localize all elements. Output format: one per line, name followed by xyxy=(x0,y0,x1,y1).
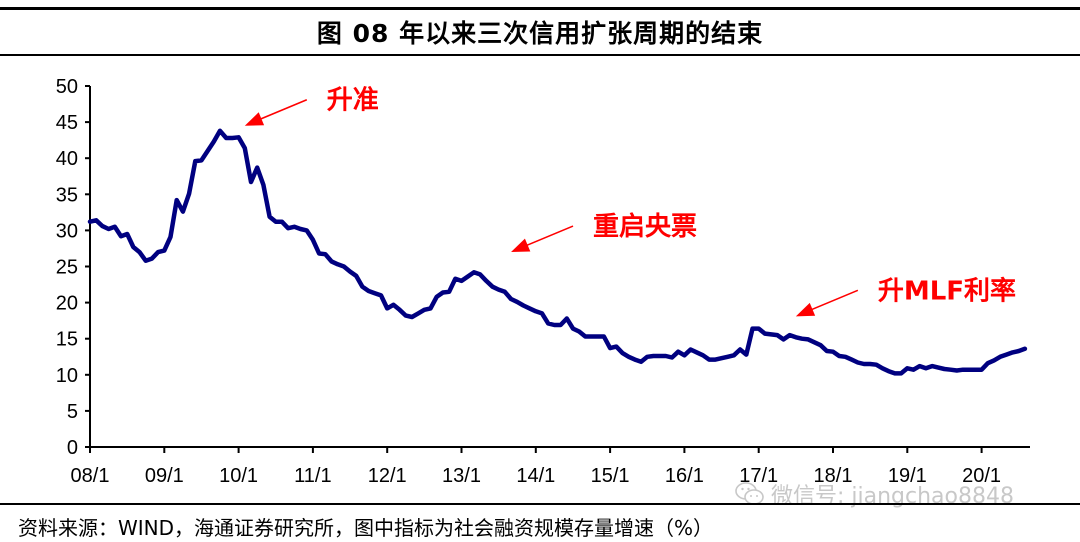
y-tick-label: 40 xyxy=(56,148,78,170)
source-note: 资料来源：WIND，海通证券研究所，图中指标为社会融资规模存量增速（%） xyxy=(18,516,714,540)
wechat-icon xyxy=(735,482,764,505)
x-tick-label: 19/1 xyxy=(888,465,927,487)
tick-labels: 0 5 10 15 20 25 30 35 40 45 50 08/1 09/1 10/1 11/1 12/1… xyxy=(56,76,1001,487)
source-top-rule xyxy=(0,503,1080,505)
annotation-arrow-line xyxy=(258,98,308,121)
x-tick-label: 18/1 xyxy=(814,465,853,487)
y-tick-label: 20 xyxy=(56,293,78,315)
annotation-label: 升MLF利率 xyxy=(878,275,1016,306)
x-tick-label: 17/1 xyxy=(739,465,778,487)
x-tick-label: 12/1 xyxy=(368,465,407,487)
annotation-label: 重启央票 xyxy=(593,211,697,242)
chart-title: 图 08 年以来三次信用扩张周期的结束 xyxy=(316,19,764,48)
annotation-arrow-line xyxy=(809,289,859,312)
x-tick-label: 20/1 xyxy=(962,465,1001,487)
y-tick-label: 25 xyxy=(56,257,78,279)
y-tick-label: 35 xyxy=(56,184,78,206)
x-tick-label: 11/1 xyxy=(294,465,331,487)
x-tick-label: 15/1 xyxy=(591,465,630,487)
annotation-arrowhead xyxy=(795,302,816,317)
annotation-label: 升准 xyxy=(327,86,379,116)
y-tick-label: 15 xyxy=(56,329,78,351)
y-tick-label: 5 xyxy=(67,401,78,423)
x-tick-label: 09/1 xyxy=(145,465,184,487)
watermark-text: 微信号: jiangchao8848 xyxy=(771,484,1014,509)
annotation-arrow-line xyxy=(524,225,574,247)
title-bottom-rule xyxy=(0,54,1080,56)
x-tick-label: 13/1 xyxy=(442,465,481,487)
x-tick-label: 16/1 xyxy=(665,465,704,487)
line-chart: 0 5 10 15 20 25 30 35 40 45 50 08/1 09/1 10/1 11/1 12/1… xyxy=(56,76,1030,487)
title-top-rule xyxy=(0,7,1080,10)
watermark: 微信号: jiangchao8848 xyxy=(735,478,1014,510)
y-tick-label: 0 xyxy=(67,437,78,459)
y-tick-label: 50 xyxy=(56,76,78,98)
series-line xyxy=(87,128,1028,376)
x-tick-label: 08/1 xyxy=(71,465,110,487)
annotation-arrowhead xyxy=(511,238,531,253)
y-tick-label: 45 xyxy=(56,112,78,134)
y-tick-label: 30 xyxy=(56,220,78,242)
axes xyxy=(85,85,1030,453)
x-tick-label: 10/1 xyxy=(219,465,258,487)
annotation-arrowhead xyxy=(244,112,265,126)
y-tick-label: 10 xyxy=(56,365,78,387)
x-tick-label: 14/1 xyxy=(516,465,555,487)
